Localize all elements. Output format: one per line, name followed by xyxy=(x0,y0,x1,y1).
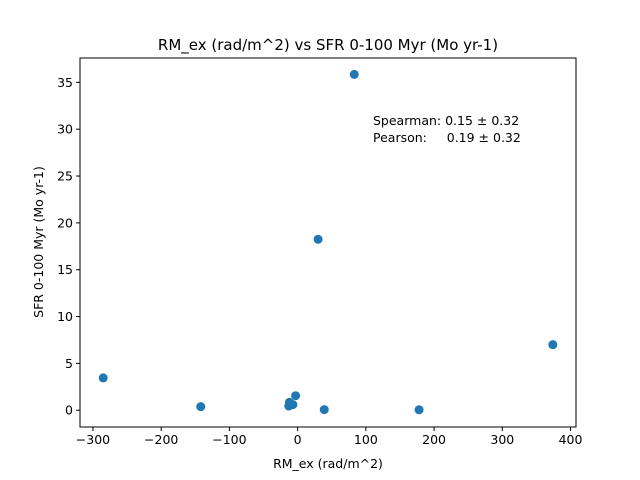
x-tick-label: 100 xyxy=(354,432,378,447)
x-tick-label: −100 xyxy=(212,432,246,447)
spearman-annotation: Spearman: 0.15 ± 0.32 xyxy=(373,113,519,128)
x-axis-label: RM_ex (rad/m^2) xyxy=(273,456,383,471)
data-point xyxy=(288,400,298,410)
x-tick-label: −300 xyxy=(76,432,110,447)
data-point xyxy=(319,405,329,415)
data-point xyxy=(291,391,301,401)
data-point xyxy=(414,405,424,415)
y-tick-label: 5 xyxy=(65,356,73,371)
y-tick-label: 20 xyxy=(57,215,73,230)
y-tick-label: 15 xyxy=(57,262,73,277)
data-points xyxy=(98,69,558,415)
y-tick-label: 0 xyxy=(65,403,73,418)
x-tick-label: 0 xyxy=(294,432,302,447)
y-tick-label: 10 xyxy=(57,309,73,324)
data-point xyxy=(196,402,206,412)
data-point xyxy=(349,69,359,79)
x-tick-label: 400 xyxy=(559,432,583,447)
x-tick-label: 200 xyxy=(422,432,446,447)
y-tick-label: 25 xyxy=(57,169,73,184)
y-axis-label: SFR 0-100 Myr (Mo yr-1) xyxy=(31,166,46,318)
y-tick-label: 30 xyxy=(57,122,73,137)
y-tick-label: 35 xyxy=(57,75,73,90)
pearson-annotation: Pearson: 0.19 ± 0.32 xyxy=(373,130,521,145)
chart-title: RM_ex (rad/m^2) vs SFR 0-100 Myr (Mo yr-… xyxy=(158,36,498,55)
y-axis: 0 5 10 15 20 25 30 35 xyxy=(57,75,80,418)
data-point xyxy=(98,373,108,383)
plot-frame xyxy=(79,57,577,428)
x-tick-label: −200 xyxy=(144,432,178,447)
x-axis: −300 −200 −100 0 100 200 300 400 xyxy=(76,427,583,447)
data-point xyxy=(313,234,323,244)
data-point xyxy=(548,340,558,350)
x-tick-label: 300 xyxy=(490,432,514,447)
